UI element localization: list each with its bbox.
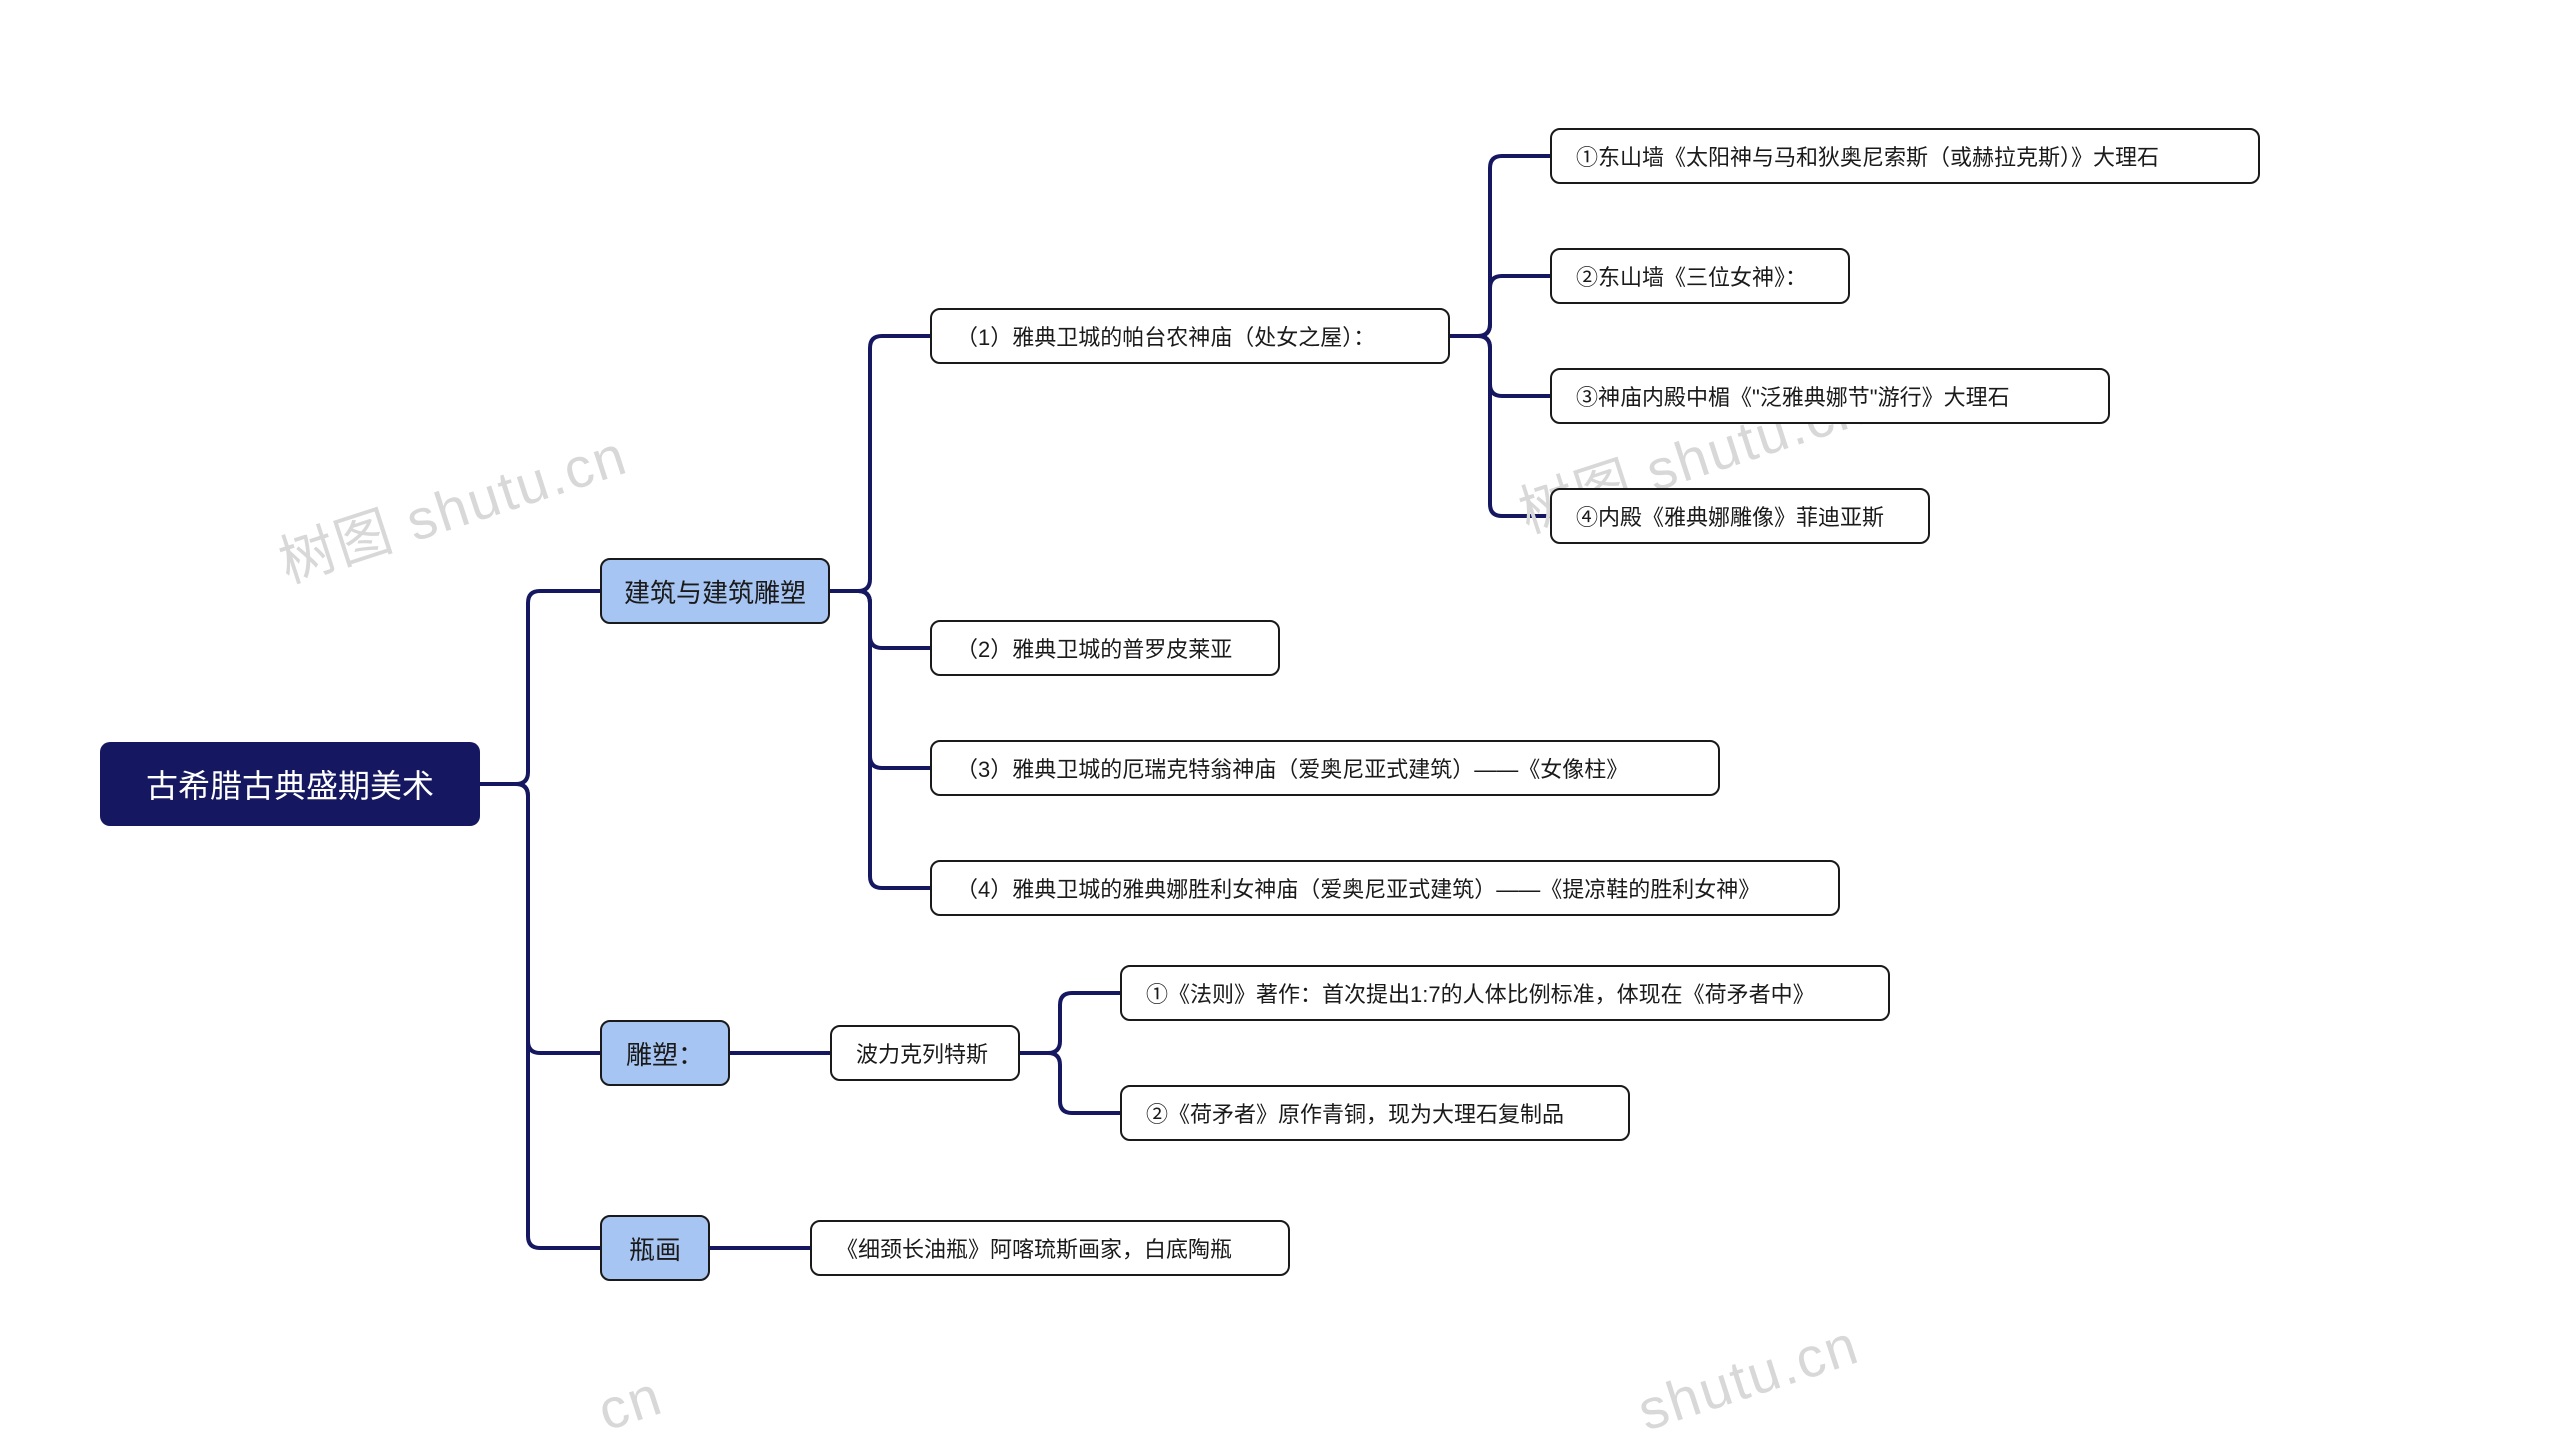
connector [1020, 1053, 1120, 1113]
node-a1c: ③神庙内殿中楣《"泛雅典娜节"游行》大理石 [1550, 368, 2110, 424]
node-a1b: ②东山墙《三位女神》： [1550, 248, 1850, 304]
category-vase: 瓶画 [600, 1215, 710, 1281]
connector [830, 591, 930, 768]
connector [1450, 156, 1550, 336]
node-arch2: （2）雅典卫城的普罗皮莱亚 [930, 620, 1280, 676]
connector [1020, 993, 1120, 1053]
connector [1450, 276, 1550, 336]
connector-layer [0, 0, 2560, 1425]
connector [480, 591, 600, 784]
watermark-3: shutu.cn [1630, 1311, 1867, 1443]
node-sc1: 波力克列特斯 [830, 1025, 1020, 1081]
node-a1a: ①东山墙《太阳神与马和狄奥尼索斯（或赫拉克斯）》大理石 [1550, 128, 2260, 184]
category-sculp: 雕塑： [600, 1020, 730, 1086]
connector [480, 784, 600, 1248]
watermark-2: cn [590, 1362, 670, 1443]
node-sc1b: ②《荷矛者》原作青铜，现为大理石复制品 [1120, 1085, 1630, 1141]
category-arch: 建筑与建筑雕塑 [600, 558, 830, 624]
connector [1450, 336, 1550, 396]
connector [1450, 336, 1550, 516]
watermark-0: 树图 shutu.cn [267, 410, 636, 599]
node-arch4: （4）雅典卫城的雅典娜胜利女神庙（爱奥尼亚式建筑）——《提凉鞋的胜利女神》 [930, 860, 1840, 916]
connector [830, 591, 930, 648]
node-arch3: （3）雅典卫城的厄瑞克特翁神庙（爱奥尼亚式建筑）——《女像柱》 [930, 740, 1720, 796]
node-v1: 《细颈长油瓶》阿喀琉斯画家，白底陶瓶 [810, 1220, 1290, 1276]
root-node: 古希腊古典盛期美术 [100, 742, 480, 826]
node-a1d: ④内殿《雅典娜雕像》菲迪亚斯 [1550, 488, 1930, 544]
connector [830, 591, 930, 888]
node-sc1a: ①《法则》著作：首次提出1:7的人体比例标准，体现在《荷矛者中》 [1120, 965, 1890, 1021]
connector [830, 336, 930, 591]
connector [480, 784, 600, 1053]
node-arch1: （1）雅典卫城的帕台农神庙（处女之屋）： [930, 308, 1450, 364]
